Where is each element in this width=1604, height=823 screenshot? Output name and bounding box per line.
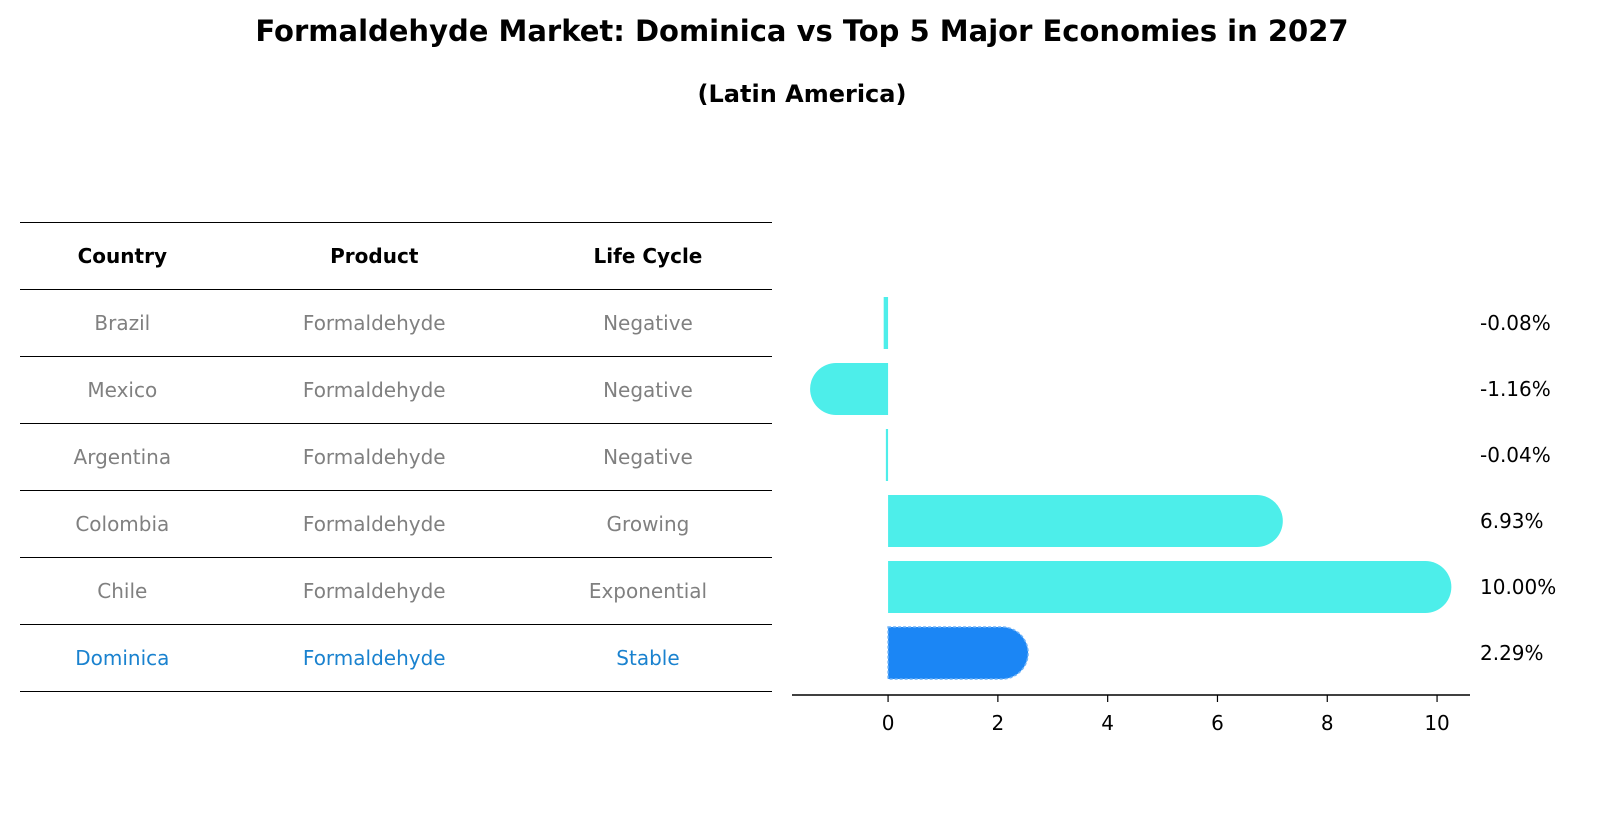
x-tick-label: 0: [882, 711, 895, 735]
table-header-row: Country Product Life Cycle: [20, 222, 772, 290]
bar: [888, 495, 1283, 547]
cell-life-cycle: Negative: [523, 289, 772, 357]
value-label: -0.04%: [1480, 443, 1551, 467]
cell-life-cycle: Exponential: [523, 557, 772, 625]
table-row: Brazil Formaldehyde Negative: [20, 289, 772, 357]
cell-country: Colombia: [20, 490, 225, 558]
life-cycle-table: Country Product Life Cycle Brazil Formal…: [20, 222, 772, 692]
bar: [810, 363, 889, 415]
x-tick-label: 8: [1321, 711, 1334, 735]
cell-country: Chile: [20, 557, 225, 625]
x-tick-label: 2: [992, 711, 1005, 735]
chart-subtitle: (Latin America): [697, 80, 907, 108]
value-label: 10.00%: [1480, 575, 1556, 599]
x-tick-label: 4: [1101, 711, 1114, 735]
bar: [883, 297, 889, 349]
cell-country: Argentina: [20, 423, 225, 491]
bar: [888, 561, 1452, 613]
cell-life-cycle: Growing: [523, 490, 772, 558]
cell-country: Mexico: [20, 356, 225, 424]
cell-life-cycle: Negative: [523, 423, 772, 491]
chart-title: Formaldehyde Market: Dominica vs Top 5 M…: [255, 14, 1349, 48]
cell-country: Brazil: [20, 289, 225, 357]
table-row: Mexico Formaldehyde Negative: [20, 356, 772, 424]
cell-product: Formaldehyde: [224, 423, 524, 491]
table-row-highlighted: Dominica Formaldehyde Stable: [20, 624, 772, 692]
cell-product: Formaldehyde: [224, 356, 524, 424]
header-life-cycle: Life Cycle: [523, 222, 772, 290]
x-tick-label: 6: [1211, 711, 1224, 735]
bar: [887, 626, 1029, 680]
header-country: Country: [20, 222, 225, 290]
x-tick-label: 10: [1424, 711, 1449, 735]
cell-product: Formaldehyde: [224, 557, 524, 625]
table-row: Colombia Formaldehyde Growing: [20, 490, 772, 558]
cell-product: Formaldehyde: [224, 289, 524, 357]
value-label: -0.08%: [1480, 311, 1551, 335]
cell-country: Dominica: [20, 624, 225, 692]
cell-product: Formaldehyde: [224, 490, 524, 558]
value-label: -1.16%: [1480, 377, 1551, 401]
value-label: 2.29%: [1480, 641, 1544, 665]
table-row: Argentina Formaldehyde Negative: [20, 423, 772, 491]
bar: [885, 429, 889, 481]
value-label: 6.93%: [1480, 509, 1544, 533]
cell-life-cycle: Stable: [523, 624, 772, 692]
table-row: Chile Formaldehyde Exponential: [20, 557, 772, 625]
header-product: Product: [224, 222, 524, 290]
cell-product: Formaldehyde: [224, 624, 524, 692]
